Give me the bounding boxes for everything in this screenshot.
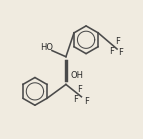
Text: F: F — [115, 37, 120, 46]
Text: F: F — [84, 97, 89, 106]
Text: F: F — [78, 85, 82, 94]
Text: F: F — [118, 48, 123, 57]
Text: HO: HO — [40, 43, 53, 52]
Text: OH: OH — [71, 71, 84, 80]
Text: F: F — [73, 95, 78, 104]
Text: F: F — [109, 47, 114, 56]
